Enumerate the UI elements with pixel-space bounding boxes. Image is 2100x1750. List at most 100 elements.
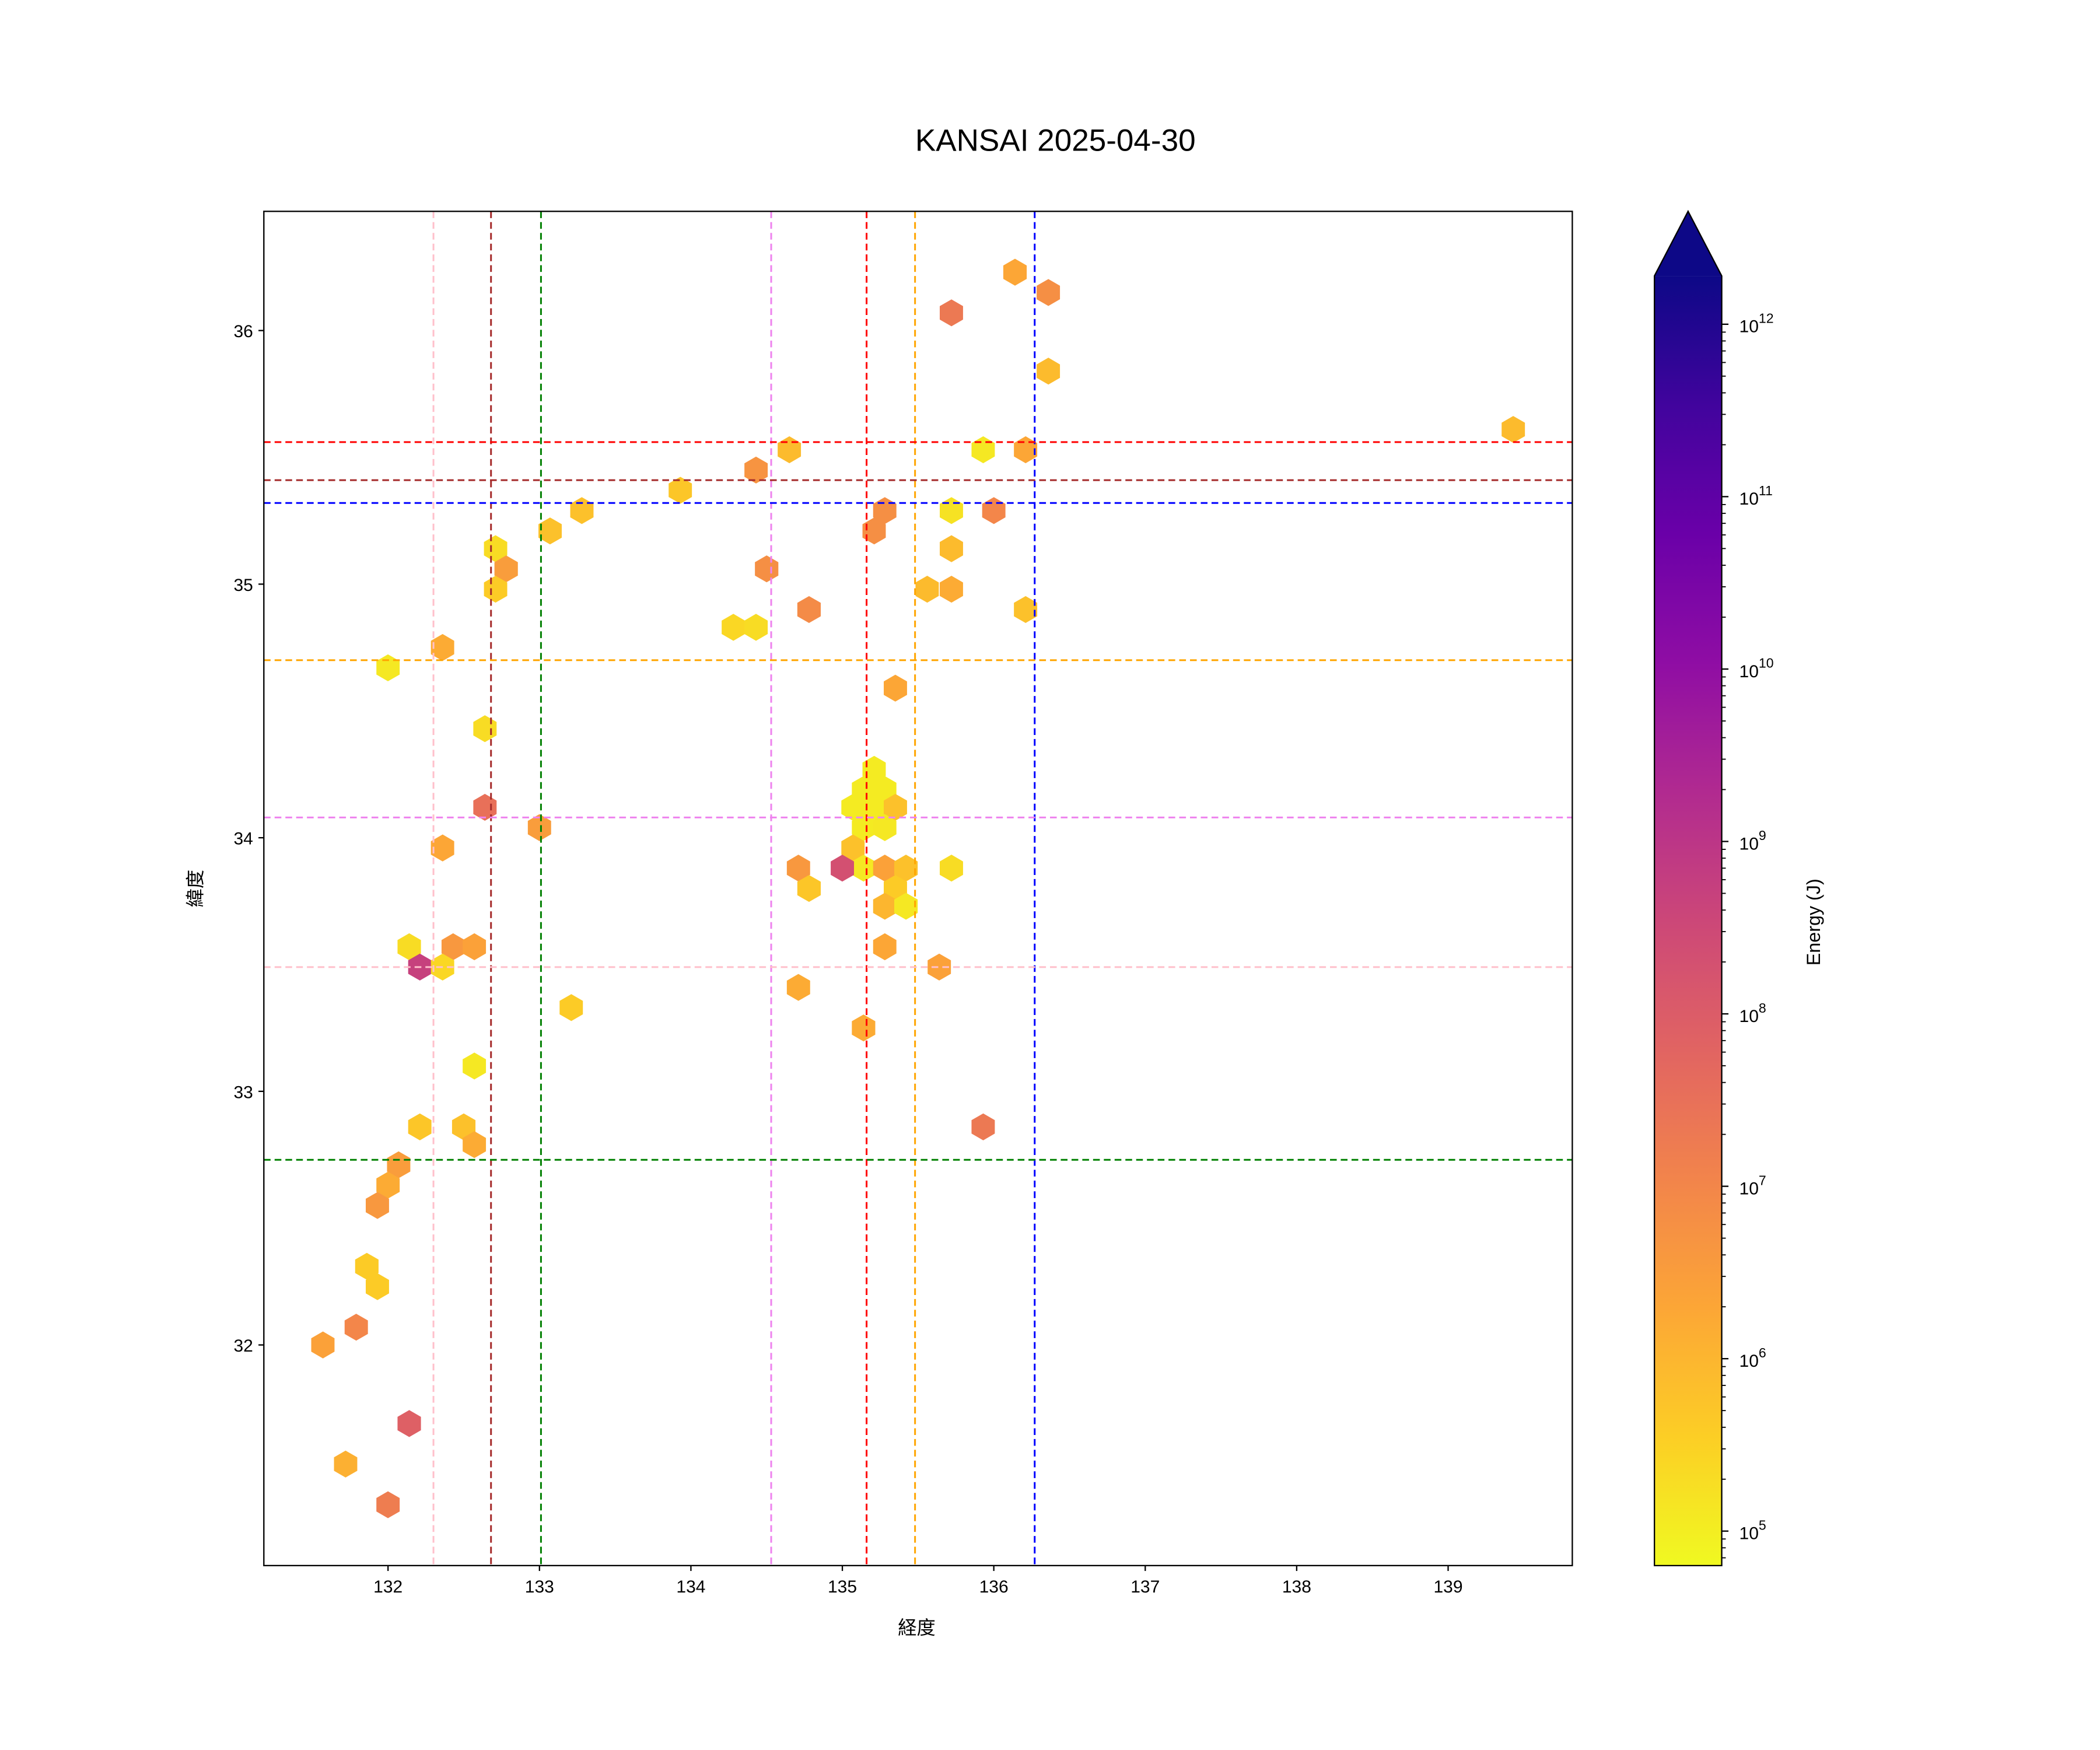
hexbin-cell	[408, 1113, 432, 1140]
hexbin-cell	[473, 793, 497, 821]
colorbar-tick-label: 1011	[1740, 483, 1773, 509]
colorbar-tick-label: 108	[1740, 1000, 1766, 1026]
x-axis-label: 経度	[898, 1618, 936, 1639]
hexbin-cell	[376, 1171, 400, 1199]
hexbin-cell	[862, 517, 886, 545]
hexbin-cell	[1003, 258, 1027, 286]
hexbin-cell	[376, 654, 400, 681]
hexbin-cell	[668, 477, 692, 504]
hexbin-cell	[376, 1491, 400, 1518]
hexbin-cell	[852, 855, 876, 882]
colorbar-outline	[1653, 209, 1723, 1566]
colorbar-ticks: 105 106 107 108 109 1010 1011 1012	[1721, 311, 1774, 1559]
hexbin-cell	[884, 793, 907, 821]
y-tick-label: 35	[233, 576, 253, 595]
hexbin-cell	[430, 834, 454, 862]
hexbin-cell	[852, 1014, 876, 1042]
x-tick-label: 134	[676, 1577, 705, 1597]
hexbin-cell	[344, 1314, 368, 1341]
colorbar-extend-arrow	[1654, 211, 1722, 276]
hexbin-cell	[940, 855, 963, 882]
colorbar-tick-label: 106	[1740, 1345, 1766, 1371]
hexbin-cell	[915, 576, 939, 603]
hexbin-cell	[940, 299, 963, 327]
hexbin-cell	[831, 855, 854, 882]
hexbin-cell	[928, 953, 951, 981]
hexbin-cell	[463, 1052, 487, 1080]
hexbin-cell	[841, 834, 865, 862]
hexbin-cell	[366, 1273, 389, 1300]
plot-frame	[263, 211, 1573, 1566]
hexbin-cell	[397, 933, 421, 961]
hexbin-cell	[311, 1331, 335, 1359]
x-tick-label: 133	[525, 1577, 554, 1597]
x-tick-label: 137	[1130, 1577, 1160, 1597]
hexbin-cell	[538, 517, 562, 545]
hexbin-cell	[334, 1450, 358, 1478]
hexbin-cell	[778, 436, 802, 464]
hexbin-cell	[430, 634, 454, 662]
hexbin-cell	[387, 1151, 411, 1178]
hexbin-cell	[873, 855, 897, 882]
x-axis: 132 133 134 135 136 137 138 139	[373, 1565, 1463, 1597]
hexbin-cell	[982, 497, 1006, 524]
hexbin-cell	[527, 814, 551, 841]
hexbin-cell	[894, 892, 918, 920]
hexbin-cell	[971, 436, 995, 464]
hexbin-cell	[1502, 416, 1525, 443]
hexbin-cell	[559, 994, 583, 1021]
reference-lines	[264, 211, 1573, 1566]
x-tick-label: 138	[1282, 1577, 1311, 1597]
hexbin-cell	[884, 674, 907, 702]
colorbar-tick-label: 107	[1740, 1172, 1766, 1198]
hexbin-cell	[494, 555, 518, 583]
hexbin-cell	[894, 855, 918, 882]
colorbar-tick-label: 109	[1740, 828, 1766, 853]
y-tick-label: 34	[233, 830, 253, 849]
hexbin-cell	[852, 814, 876, 841]
y-tick-label: 33	[233, 1083, 253, 1102]
hexbin-cell	[873, 776, 897, 803]
hexbin-cell	[397, 1410, 421, 1437]
colorbar-label: Energy (J)	[1803, 878, 1824, 965]
y-tick-label: 36	[233, 322, 253, 341]
hexbin-cell	[797, 875, 821, 902]
y-axis: 32 33 34 35 36	[233, 322, 264, 1356]
colorbar-tick-label: 1010	[1740, 656, 1774, 681]
hexbin-cell	[873, 892, 897, 920]
y-axis-label: 緯度	[185, 870, 206, 908]
hexbin-cell	[1014, 436, 1038, 464]
hexbin-cell	[366, 1192, 389, 1219]
hexbin-cell	[1037, 358, 1060, 385]
hexbin-cell	[1014, 596, 1038, 623]
hexbin-cell	[1037, 279, 1060, 306]
hexbin-cell	[484, 576, 508, 603]
hexbin-cell	[940, 497, 963, 524]
hexbin-cell	[484, 535, 508, 562]
hexbin-cell	[940, 535, 963, 562]
hexbin-cell	[463, 933, 487, 961]
hexbin-cell	[755, 555, 779, 583]
hexbin-cell	[355, 1252, 379, 1280]
hexbin-cell	[940, 576, 963, 603]
hexbin-cell	[841, 793, 865, 821]
hexbin-cell	[873, 814, 897, 841]
hexbin-cell	[786, 974, 810, 1001]
x-tick-label: 132	[373, 1577, 402, 1597]
hexbin-cell	[971, 1113, 995, 1140]
hexbin-cell	[873, 497, 897, 524]
hexbin-cell	[797, 596, 821, 623]
hexbin-cell	[570, 497, 594, 524]
hexbin-cell	[873, 933, 897, 961]
hexbin-cell	[786, 855, 810, 882]
y-tick-label: 32	[233, 1336, 253, 1356]
colorbar-tick-label: 1012	[1740, 311, 1774, 337]
x-tick-label: 139	[1433, 1577, 1462, 1597]
chart-title: KANSAI 2025-04-30	[915, 123, 1196, 158]
hexbin-cell	[862, 793, 886, 821]
hexbin-cell	[884, 875, 907, 902]
hexbin-cell	[744, 614, 768, 641]
hexbin-cell	[463, 1131, 487, 1158]
